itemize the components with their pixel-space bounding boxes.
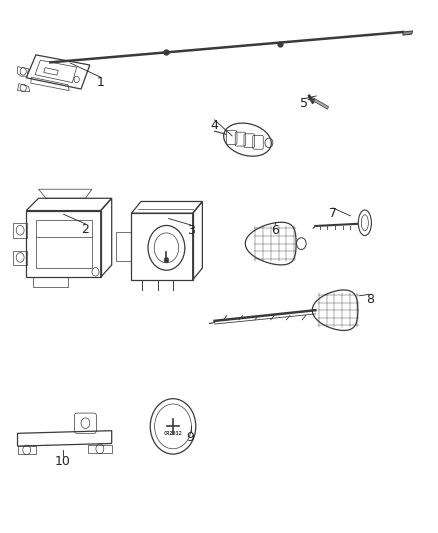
Text: 2: 2 xyxy=(81,223,89,236)
Circle shape xyxy=(164,257,169,263)
Text: 9: 9 xyxy=(187,431,194,443)
Text: 4: 4 xyxy=(211,119,219,132)
Text: 3: 3 xyxy=(187,224,194,237)
Text: 5: 5 xyxy=(300,98,308,110)
Text: CR2032: CR2032 xyxy=(164,431,182,435)
Text: 7: 7 xyxy=(329,207,337,220)
Text: 10: 10 xyxy=(55,455,71,467)
Text: 6: 6 xyxy=(271,224,279,237)
Text: 1: 1 xyxy=(97,76,105,89)
Text: 8: 8 xyxy=(366,293,374,306)
Polygon shape xyxy=(311,97,328,109)
Polygon shape xyxy=(403,31,413,35)
